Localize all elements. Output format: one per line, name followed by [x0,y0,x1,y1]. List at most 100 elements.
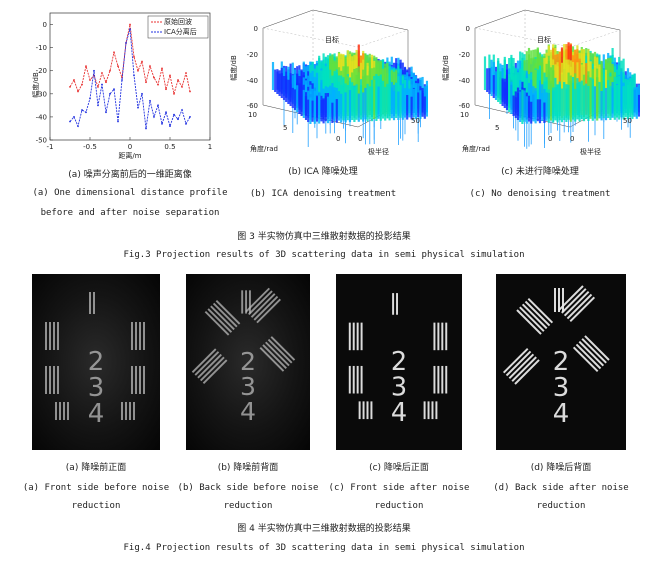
z-tick-1: -20 [247,51,258,59]
series-1-point [69,120,71,123]
series-0-point [81,83,83,86]
series-0-point [113,51,115,54]
x-tick-label: -0.5 [83,143,97,151]
fig3-title-en: Fig.3 Projection results of 3D scatterin… [123,250,525,260]
stripe-group [241,290,251,314]
angle-tick-10: 10 [248,111,257,119]
stripe-group [259,336,296,372]
radius-tick-0: 0 [358,135,362,143]
z-tick-2: -40 [459,77,470,85]
y-tick-label: 0 [43,21,47,29]
z-tick-1: -20 [459,51,470,59]
series-0-point [73,79,75,81]
target-label: 目标 [325,35,339,44]
fig4-title-cn: 图 4 半实物仿真中三维散射数据的投影结果 [237,524,411,534]
target-label: 目标 [537,35,551,44]
y-tick-label: -30 [36,90,47,98]
digit-3: 3 [240,372,256,401]
series-1-point [77,125,79,128]
stripe-group [423,401,438,420]
caption-4a-cap-cn: (a) 降噪前正面 [65,463,127,473]
surface-plot-ica: 目标 0 -20 -40 -60 幅度/dB 10 5 0 0 50 角度/ra… [229,9,428,156]
series-0-point [69,85,71,88]
y-tick-label: -10 [36,44,47,52]
stripe-group [131,322,145,350]
digit-4: 4 [240,397,256,426]
series-1-point [161,122,163,125]
caption-3c-en: (c) No denoising treatment [469,189,611,199]
stripe-group [433,322,448,351]
stripe-group [89,292,95,314]
series-1-point [101,83,103,86]
legend: 原始回波 ICA分离后 [147,15,209,39]
radius-tick-0: 0 [570,135,574,143]
digit-2: 2 [391,347,407,377]
stripe-group [204,299,241,336]
caption-3c-cn: (c) 未进行降噪处理 [501,167,579,177]
series-0-point [161,67,163,70]
series-0-point [177,79,179,81]
digit-4: 4 [391,398,407,428]
stripe-group [45,366,59,394]
caption-4d-cap-cn: (d) 降噪后背面 [530,463,592,473]
series-0-point [89,79,91,81]
y-axis-label: 幅度/dB [31,72,40,98]
series-1-point [109,92,111,95]
angle-tick-10: 10 [460,111,469,119]
digit-2: 2 [553,347,570,377]
angle-tick-0: 0 [548,135,552,143]
x-tick-label: 1 [208,143,212,151]
angle-tick-5: 5 [495,124,499,132]
digit-3: 3 [88,373,105,403]
caption-4b-cap-en2: reduction [223,501,273,511]
series-0-point [77,90,79,93]
series-1-point [145,127,147,130]
caption-4c-cap-cn: (c) 降噪后正面 [369,463,429,473]
series-1-point [73,116,75,118]
stripe-group [191,348,228,384]
series-1-point [153,116,155,118]
series-0-point [149,65,151,68]
stripe-group [516,297,554,335]
caption-4c-cap-en1: (c) Front side after noise [328,483,470,493]
angle-tick-5: 5 [283,124,287,132]
caption-4a-cap-en2: reduction [71,501,121,511]
stripe-group [348,365,363,394]
y-tick-label: -20 [36,67,47,75]
series-0-point [137,69,139,72]
stripe-group [392,293,399,315]
series-0-point [153,76,155,79]
caption-3a-cn: (a) 噪声分离前后的一维距离像 [68,170,192,180]
angle-tick-0: 0 [336,135,340,143]
stripe-group [433,365,448,394]
x-tick-label: 0 [128,143,132,151]
series-0-point [185,72,187,74]
series-1-point [173,113,175,116]
radius-tick-50: 50 [411,117,420,125]
caption-3a-en-1: (a) One dimensional distance profile [32,188,228,198]
series-0-point [181,85,183,88]
digit-3: 3 [553,373,570,403]
radius-tick-50: 50 [623,117,632,125]
stripe-group [45,322,59,350]
series-1-point [89,97,91,100]
series-1-point [137,106,139,109]
series-1-point [117,120,119,123]
series-0-point [169,74,171,77]
caption-4d-cap-en2: reduction [536,501,586,511]
legend-entry-ica: ICA分离后 [164,27,197,36]
x-tick-label: -1 [47,143,54,151]
series-1-point [125,42,127,44]
caption-4b-cap-cn: (b) 降噪前背面 [217,463,279,473]
digit-2: 2 [88,347,105,377]
digit-4: 4 [88,399,105,429]
z-axis-label: 幅度/dB [441,55,450,81]
digit-2: 2 [240,347,256,376]
series-1-point [177,118,179,121]
series-1-point [165,111,167,114]
digit-3: 3 [391,372,407,402]
series-0-point [97,85,99,88]
series-0-point [85,65,87,68]
